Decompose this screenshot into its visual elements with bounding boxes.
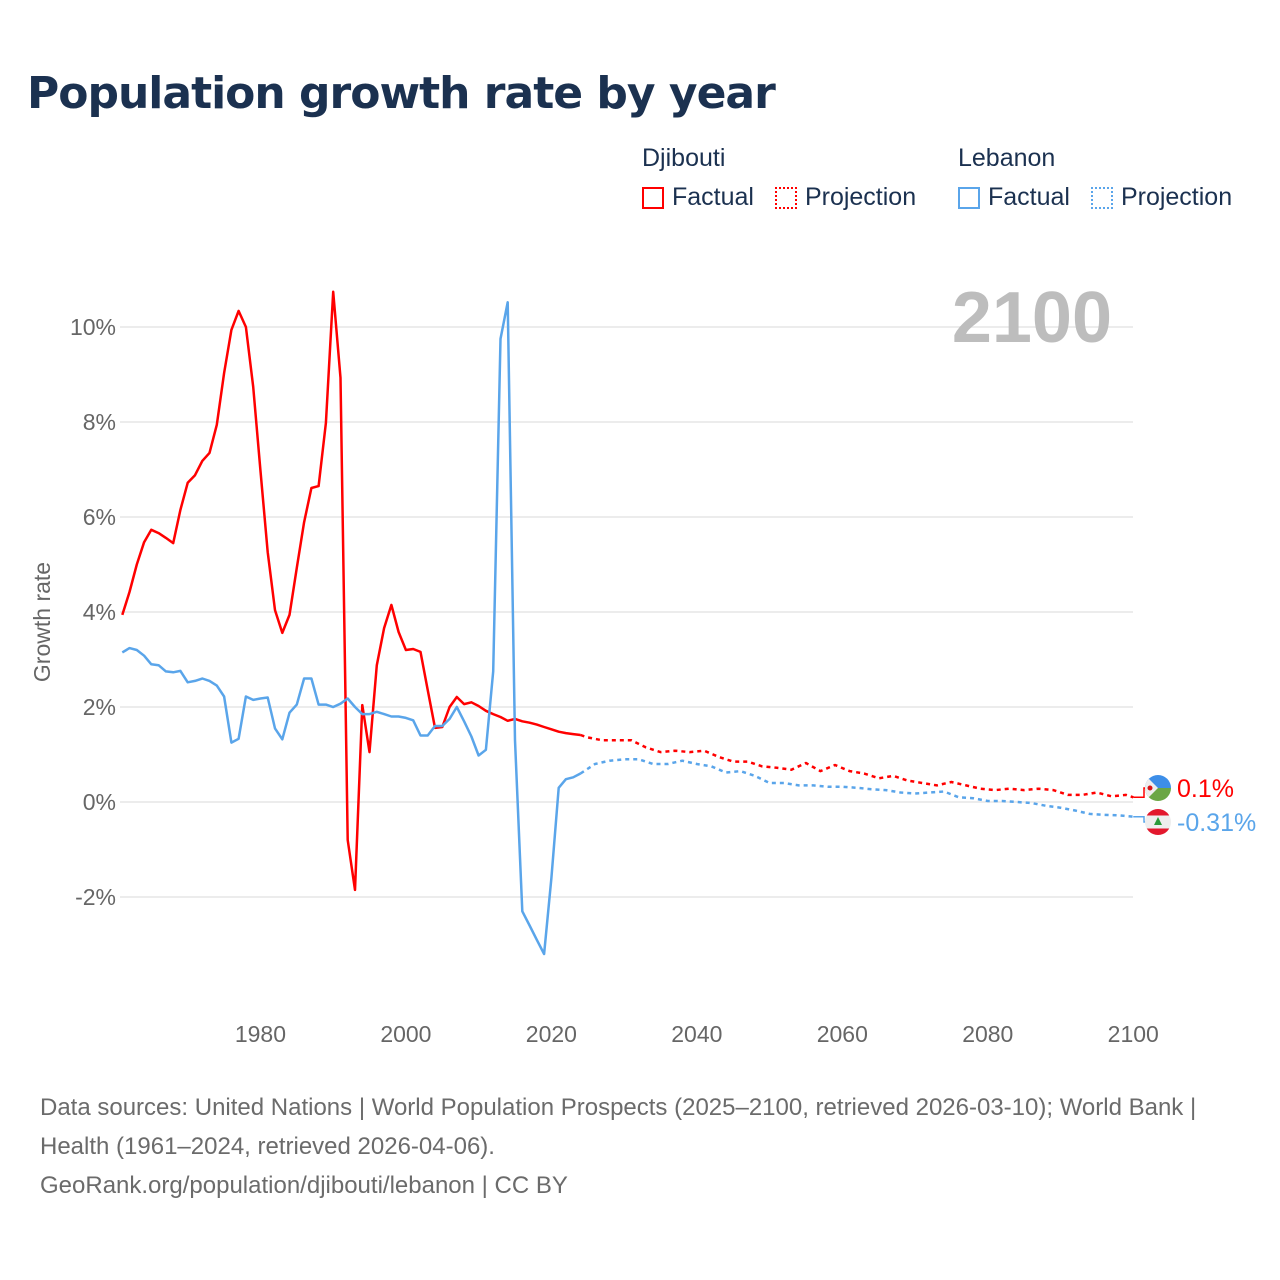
y-tick-label: 8% [83, 409, 116, 435]
leader-line [1133, 815, 1146, 823]
legend-lebanon-projection[interactable]: Projection [1090, 183, 1233, 212]
series-line-lebanon-projection [579, 758, 1134, 818]
credit-link[interactable]: GeoRank.org/population/djibouti/lebanon … [40, 1172, 568, 1199]
legend-lebanon: Lebanon Factual Projection [958, 144, 1232, 216]
y-tick-label: 0% [83, 789, 116, 815]
lebanon-flag-icon [1145, 809, 1171, 835]
legend-swatch [958, 186, 980, 209]
flag-star [1147, 785, 1153, 791]
legend-swatch [642, 186, 664, 209]
y-tick-label: 2% [83, 694, 116, 720]
flag-stripe [1145, 809, 1171, 816]
end-value-label: -0.31% [1177, 809, 1256, 837]
x-tick-label: 2020 [526, 1021, 577, 1047]
legend-label: Projection [804, 183, 917, 211]
legend-djibouti-projection[interactable]: Projection [774, 183, 917, 212]
legend-djibouti-factual[interactable]: Factual [642, 183, 754, 212]
chart-plot: -2% 0% 2% 4% 6% 8% 10% 1980 2000 2020 2040 2060 2080… [29, 278, 1256, 1047]
legend-swatch [1090, 186, 1113, 209]
end-value-label: 0.1% [1177, 775, 1234, 803]
y-tick-label: 10% [70, 314, 116, 340]
x-tick-label: 2040 [671, 1021, 722, 1047]
x-tick-label: 2100 [1108, 1021, 1159, 1047]
leader-line [1133, 787, 1146, 798]
footer: Data sources: United Nations | World Pop… [40, 1088, 1240, 1205]
chart-title: Population growth rate by year [27, 68, 776, 119]
legend-label: Factual [672, 183, 754, 211]
x-tick-label: 2080 [962, 1021, 1013, 1047]
flag-body [1145, 775, 1171, 801]
y-tick-label: 6% [83, 504, 116, 530]
x-tick-label: 2000 [380, 1021, 431, 1047]
series-line-lebanon-factual [121, 301, 582, 956]
legend-label: Projection [1120, 183, 1233, 211]
flag-body [1145, 809, 1171, 835]
legend-label: Factual [988, 183, 1070, 211]
series-line-djibouti-factual [121, 290, 581, 892]
y-axis-label: Growth rate [29, 562, 55, 682]
data-sources: Data sources: United Nations | World Pop… [40, 1094, 1197, 1160]
x-tick-label: 2060 [817, 1021, 868, 1047]
legend-djibouti: Djibouti Factual Projection [642, 144, 930, 216]
x-tick-label: 1980 [235, 1021, 286, 1047]
year-display: 2100 [952, 278, 1112, 358]
djibouti-flag-icon [1145, 775, 1171, 801]
y-tick-label: -2% [75, 884, 116, 910]
legend-lebanon-factual[interactable]: Factual [958, 183, 1070, 212]
flag-stripe [1145, 828, 1171, 835]
cedar-icon [1154, 817, 1162, 825]
legend-group-label: Lebanon [958, 144, 1056, 172]
series-line-djibouti-projection [580, 733, 1134, 799]
legend-group-label: Djibouti [642, 144, 726, 172]
y-tick-label: 4% [83, 599, 116, 625]
legend-swatch [774, 186, 797, 209]
